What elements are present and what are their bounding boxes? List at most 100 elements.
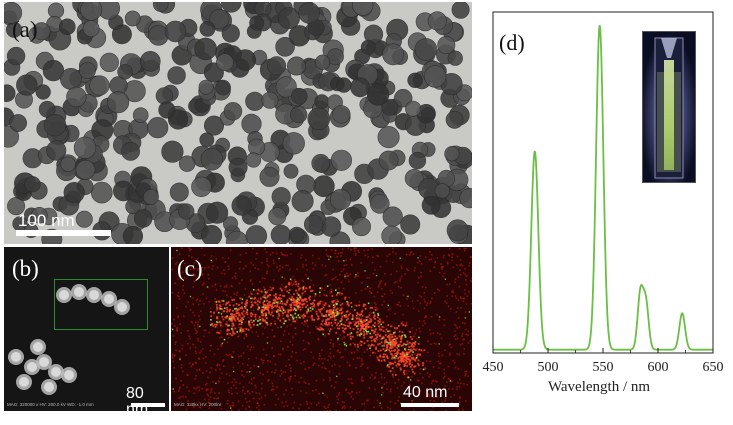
map-pixel-red <box>226 294 228 296</box>
map-pixel-red <box>268 266 270 268</box>
map-pixel-dense <box>267 309 269 311</box>
map-pixel-dense <box>248 296 250 298</box>
map-pixel-dense <box>374 331 376 333</box>
map-pixel-red <box>384 284 386 286</box>
nanoparticle <box>308 108 330 130</box>
map-pixel-red <box>275 394 277 396</box>
map-pixel-dense <box>310 310 312 312</box>
map-pixel-red <box>245 321 247 323</box>
map-pixel-red <box>357 275 359 277</box>
map-pixel-red <box>313 284 315 286</box>
map-pixel-dense <box>312 319 314 321</box>
map-pixel-red <box>220 344 222 346</box>
map-pixel-dense <box>392 340 394 342</box>
map-pixel-dense <box>355 322 357 324</box>
map-pixel-red <box>464 289 466 291</box>
map-pixel-dense <box>302 292 304 294</box>
map-pixel-red <box>424 308 426 310</box>
map-pixel-red <box>423 320 425 322</box>
map-pixel-red <box>239 283 241 285</box>
map-pixel-red <box>357 350 359 352</box>
map-pixel-dense <box>265 304 267 306</box>
map-pixel-green <box>341 323 343 325</box>
map-pixel-red <box>303 361 305 363</box>
map-pixel-red <box>348 297 350 299</box>
map-pixel-red <box>294 327 296 329</box>
map-pixel-green <box>299 296 301 298</box>
nanoparticle <box>428 12 446 30</box>
map-pixel-red <box>342 401 344 403</box>
map-pixel-dense <box>357 322 359 324</box>
map-pixel-red <box>214 301 216 303</box>
map-pixel-dense <box>383 354 385 356</box>
map-pixel-dense <box>374 338 376 340</box>
map-pixel-red <box>466 284 468 286</box>
map-pixel-red <box>268 289 270 291</box>
map-pixel-dense <box>371 336 373 338</box>
map-pixel-dense <box>348 325 350 327</box>
map-pixel-red <box>263 349 265 351</box>
map-pixel-green <box>307 278 309 280</box>
map-pixel-red <box>454 324 456 326</box>
map-pixel-red <box>331 319 333 321</box>
map-pixel-green <box>374 326 376 328</box>
map-pixel-red <box>259 393 261 395</box>
map-pixel-red <box>390 391 392 393</box>
map-pixel-red <box>307 325 309 327</box>
map-pixel-green <box>322 393 323 394</box>
map-pixel-red <box>203 336 205 338</box>
cuvette-photo <box>643 32 695 182</box>
nanoparticle <box>125 11 140 26</box>
map-pixel-red <box>396 271 398 273</box>
map-pixel-red <box>459 396 461 398</box>
map-pixel-red <box>422 377 424 379</box>
map-pixel-red <box>452 388 454 390</box>
bright-particle-core <box>39 357 49 367</box>
map-pixel-red <box>308 367 310 369</box>
map-pixel-dense <box>325 314 327 316</box>
nanoparticle <box>351 78 370 97</box>
map-pixel-red <box>422 286 424 288</box>
map-pixel-red <box>231 285 233 287</box>
map-pixel-red <box>379 339 381 341</box>
map-pixel-red <box>466 275 468 277</box>
map-pixel-dense <box>298 283 300 285</box>
map-pixel-red <box>185 396 187 398</box>
map-pixel-red <box>204 267 206 269</box>
map-pixel-red <box>418 380 420 382</box>
map-pixel-red <box>386 316 388 318</box>
map-pixel-dense <box>233 305 235 307</box>
map-pixel-dense <box>261 309 263 311</box>
map-pixel-dense <box>230 313 232 315</box>
map-pixel-dense <box>291 296 293 298</box>
map-pixel-red <box>263 286 265 288</box>
map-pixel-red <box>192 364 194 366</box>
map-pixel-red <box>459 265 461 267</box>
map-pixel-red <box>229 392 231 394</box>
map-pixel-red <box>334 387 336 389</box>
map-pixel-dense <box>331 291 333 293</box>
map-pixel-green <box>333 304 335 306</box>
nanoparticle <box>140 51 160 71</box>
bright-particle-core <box>33 342 43 352</box>
map-pixel-dense <box>398 344 400 346</box>
map-pixel-green <box>336 376 337 377</box>
map-pixel-red <box>187 301 189 303</box>
map-pixel-red <box>459 269 461 271</box>
map-pixel-red <box>244 328 246 330</box>
nanoparticle <box>195 38 217 60</box>
map-pixel-red <box>368 277 370 279</box>
map-pixel-green <box>265 291 267 293</box>
map-pixel-dense <box>390 353 392 355</box>
map-pixel-dense <box>342 327 344 329</box>
map-pixel-dense <box>402 351 404 353</box>
map-pixel-dense <box>409 363 411 365</box>
map-pixel-red <box>305 382 307 384</box>
map-pixel-red <box>342 248 344 250</box>
map-pixel-dense <box>271 312 273 314</box>
map-pixel-red <box>263 360 265 362</box>
map-pixel-green <box>439 343 440 344</box>
map-pixel-red <box>261 388 263 390</box>
map-pixel-red <box>226 286 228 288</box>
map-pixel-red <box>190 309 192 311</box>
